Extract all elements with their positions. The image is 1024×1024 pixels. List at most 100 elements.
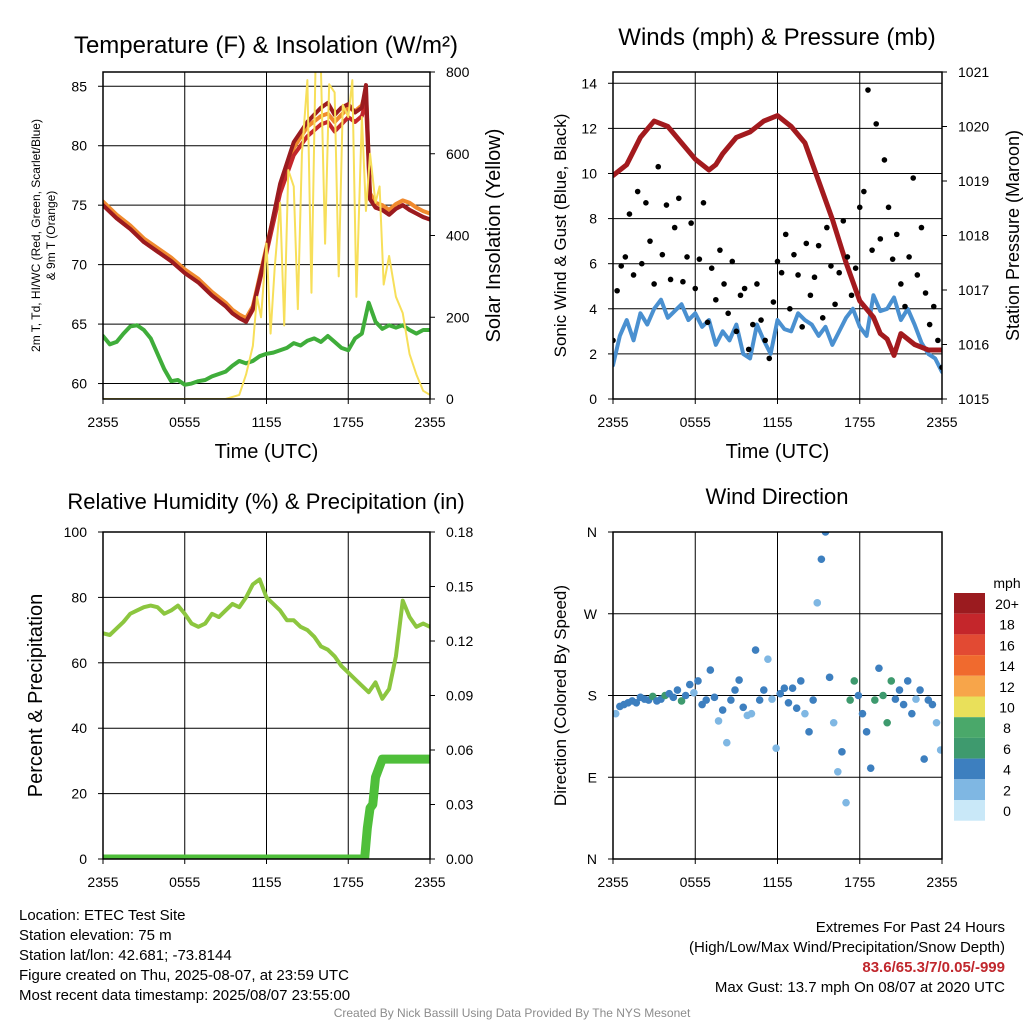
direction-point [669, 693, 678, 702]
plot-area [103, 577, 430, 859]
gust-point [815, 242, 822, 249]
y2-axis-label: Solar Insolation (Yellow) [483, 129, 505, 343]
direction-point [694, 677, 702, 685]
y-tick-label: 80 [71, 589, 87, 605]
y2-tick-label: 0.12 [446, 633, 473, 649]
extremes-panel: Extremes For Past 24 Hours (High/Low/Max… [689, 918, 1005, 998]
gust-point [770, 299, 777, 305]
gust-point [680, 278, 686, 285]
direction-point [780, 684, 789, 693]
legend-swatch [954, 696, 985, 718]
gust-point [733, 328, 740, 335]
gust-point [889, 256, 896, 262]
plot-area [613, 87, 942, 374]
station-info: Location: ETEC Test Site Station elevati… [19, 906, 350, 1006]
x-tick-label: 0555 [680, 874, 711, 890]
direction-point [875, 664, 883, 673]
direction-point [834, 768, 842, 776]
direction-point [854, 691, 863, 700]
direction-point [936, 746, 942, 754]
y2-tick-label: 0.00 [446, 851, 473, 867]
gust-point [704, 319, 711, 326]
direction-point [690, 688, 698, 697]
gust-point [643, 200, 649, 206]
direction-point [908, 709, 916, 718]
credit-text: Created By Nick Bassill Using Data Provi… [333, 1006, 691, 1020]
chart-temp: 2355 0555 1155 1755 2355 60 65 70 75 80 85 0 200 400 6… [29, 32, 505, 463]
y2-tick-label: 1021 [958, 64, 989, 80]
direction-point [710, 693, 719, 702]
legend-swatch [954, 779, 985, 800]
y-tick-label: 0 [79, 851, 87, 867]
legend-swatch [954, 717, 985, 738]
direction-point [718, 706, 727, 714]
y2-tick-label: 1018 [958, 228, 989, 244]
gust-point [729, 258, 736, 265]
direction-point [685, 680, 694, 689]
series-line-0 [103, 577, 430, 701]
legend-label: 20+ [995, 596, 1019, 612]
latlon-text: Station lat/lon: 42.681; -73.8144 [19, 947, 232, 964]
extremes-title: Extremes For Past 24 Hours [815, 919, 1005, 936]
direction-point [727, 696, 735, 704]
gust-point [741, 285, 748, 292]
direction-point [677, 697, 686, 705]
gust-point [791, 251, 797, 258]
y2-tick-label: 600 [446, 146, 470, 162]
gust-point [873, 121, 879, 127]
legend-label: 2 [1003, 782, 1011, 798]
direction-point [731, 686, 739, 694]
gust-point [926, 321, 933, 328]
y-tick-label: 60 [71, 655, 87, 671]
gust-point [819, 315, 826, 321]
legend-swatch [954, 634, 985, 656]
x-tick-label: 2355 [597, 874, 628, 890]
direction-point [858, 709, 867, 718]
y-tick-label: W [584, 606, 598, 622]
gust-point [667, 276, 674, 283]
gust-point [688, 220, 694, 226]
gust-point [638, 260, 645, 267]
x-axis-label: Time (UTC) [726, 441, 830, 463]
gust-point [758, 317, 764, 323]
y-tick-label: 8 [589, 211, 597, 227]
y-tick-label: 80 [71, 138, 87, 154]
gust-point [930, 303, 937, 310]
x-tick-label: 1755 [333, 414, 364, 430]
gust-point [856, 204, 863, 211]
gust-point [651, 281, 657, 287]
x-tick-label: 0555 [169, 874, 200, 890]
y-tick-label: 65 [71, 316, 87, 332]
gust-point [807, 292, 814, 299]
legend-label: 6 [1003, 741, 1011, 757]
extremes-subtitle: (High/Low/Max Wind/Precipitation/Snow De… [689, 939, 1005, 956]
y-tick-label: 75 [71, 197, 87, 213]
chart-title: Relative Humidity (%) & Precipitation (i… [67, 489, 464, 514]
y-tick-label: 40 [71, 720, 87, 736]
y2-tick-label: 1020 [958, 119, 989, 135]
gust-point [614, 287, 620, 294]
direction-point [813, 599, 822, 607]
legend-label: 10 [999, 700, 1015, 716]
gust-point [750, 321, 756, 328]
chart-title: Temperature (F) & Insolation (W/m²) [74, 32, 458, 59]
y2-tick-label: 0.03 [446, 797, 473, 813]
x-tick-label: 1155 [762, 414, 792, 430]
gust-point [762, 337, 768, 344]
gust-point [737, 292, 744, 299]
plot-area [103, 72, 430, 399]
direction-point [788, 684, 797, 693]
y2-tick-label: 1017 [958, 282, 989, 298]
direction-point [817, 555, 826, 564]
y-tick-label: 60 [71, 376, 87, 392]
direction-point [759, 686, 768, 694]
gust-point [902, 303, 908, 310]
direction-point [735, 676, 743, 684]
gust-point [708, 265, 715, 272]
y2-tick-label: 0.15 [446, 579, 473, 595]
direction-point [706, 666, 715, 674]
direction-point [825, 673, 834, 682]
legend-label: 0 [1003, 803, 1011, 819]
direction-point [784, 698, 793, 707]
gust-point [655, 163, 662, 170]
